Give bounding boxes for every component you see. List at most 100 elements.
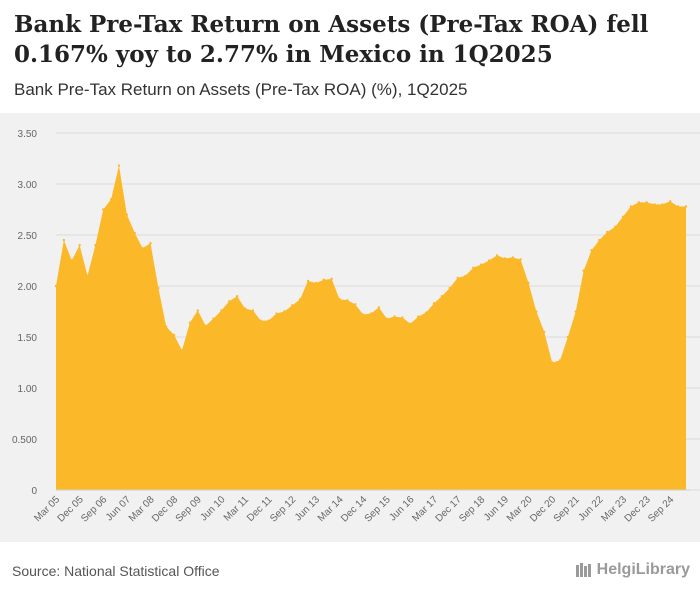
x-tick-label: Sep 09	[174, 494, 204, 524]
data-point	[361, 313, 365, 316]
x-tick-label: Sep 18	[457, 494, 487, 524]
data-point	[314, 281, 318, 285]
data-point	[117, 164, 121, 167]
data-point	[196, 309, 199, 312]
data-point	[133, 231, 136, 235]
data-point	[511, 256, 514, 259]
x-tick-label: Sep 15	[363, 494, 393, 524]
data-point	[102, 208, 105, 211]
data-point	[424, 311, 428, 314]
data-point	[330, 277, 333, 281]
data-point	[220, 309, 223, 312]
brand-logo: HelgiLibrary	[575, 561, 690, 579]
source-note: Source: National Statistical Office	[12, 563, 220, 579]
data-point	[322, 278, 325, 282]
data-point	[440, 295, 444, 298]
data-point	[606, 230, 609, 234]
data-point	[275, 312, 278, 315]
data-point	[487, 259, 491, 262]
data-point	[377, 306, 381, 309]
data-point	[550, 361, 554, 364]
x-tick-label: Jun 10	[198, 494, 227, 523]
data-point	[172, 333, 176, 337]
data-point	[621, 215, 625, 218]
data-point	[180, 349, 184, 352]
series-area	[56, 165, 686, 490]
y-tick-label: 3.00	[18, 180, 38, 191]
data-point	[653, 203, 656, 206]
data-point	[527, 281, 530, 285]
data-point	[613, 225, 617, 229]
data-point	[354, 303, 357, 306]
x-tick-label: Sep 24	[646, 494, 676, 524]
data-point	[157, 286, 160, 290]
data-point	[503, 257, 507, 260]
data-point	[574, 310, 577, 313]
data-point	[566, 335, 570, 339]
data-point	[558, 359, 562, 362]
data-point	[684, 205, 688, 208]
data-point	[267, 319, 270, 322]
brand-name: HelgiLibrary	[596, 561, 690, 578]
data-point	[306, 279, 310, 283]
data-point	[464, 274, 467, 277]
data-point	[590, 249, 593, 252]
data-point	[54, 284, 58, 288]
data-point	[86, 274, 89, 277]
data-point	[543, 330, 546, 334]
data-point	[472, 266, 475, 269]
y-tick-label: 0.500	[12, 435, 37, 446]
y-tick-label: 2.50	[18, 231, 38, 242]
y-tick-label: 3.50	[18, 129, 38, 140]
data-point	[417, 315, 420, 318]
x-tick-label: Sep 12	[268, 494, 298, 524]
data-point	[535, 310, 538, 313]
data-point	[409, 322, 412, 325]
data-point	[519, 258, 522, 261]
data-point	[62, 238, 66, 242]
data-point	[291, 304, 294, 307]
y-tick-label: 0	[31, 486, 37, 497]
data-point	[188, 321, 192, 324]
data-point	[243, 307, 247, 310]
data-point	[456, 276, 459, 280]
data-point	[480, 263, 483, 266]
y-tick-label: 1.00	[18, 384, 38, 395]
data-point	[204, 324, 207, 327]
data-point	[109, 198, 113, 201]
chart-title: Bank Pre-Tax Return on Assets (Pre-Tax R…	[14, 11, 649, 68]
data-point	[125, 213, 129, 216]
data-point	[228, 300, 231, 303]
data-point	[149, 241, 152, 245]
data-point	[346, 299, 349, 302]
data-point	[259, 319, 262, 322]
data-point	[637, 201, 640, 204]
data-point	[432, 302, 436, 305]
data-point	[283, 310, 286, 313]
data-point	[669, 200, 672, 203]
data-point	[165, 325, 168, 328]
x-tick-label: Sep 06	[79, 494, 109, 524]
y-tick-label: 1.50	[18, 333, 38, 344]
data-point	[393, 315, 396, 318]
data-point	[235, 295, 239, 298]
data-point	[212, 317, 215, 320]
data-point	[645, 201, 648, 204]
data-point	[70, 259, 73, 262]
data-point	[598, 238, 601, 242]
data-point	[78, 244, 81, 247]
library-icon	[575, 563, 591, 577]
data-point	[448, 286, 451, 290]
x-tick-label: Sep 21	[552, 494, 582, 524]
data-point	[338, 298, 341, 301]
data-point	[94, 244, 97, 247]
data-point	[251, 309, 255, 312]
data-point	[495, 254, 499, 257]
data-point	[298, 298, 302, 301]
chart-subtitle: Bank Pre-Tax Return on Assets (Pre-Tax R…	[14, 80, 468, 99]
data-point	[582, 269, 585, 272]
data-point	[141, 247, 144, 250]
data-point	[676, 205, 680, 208]
data-point	[629, 205, 633, 208]
